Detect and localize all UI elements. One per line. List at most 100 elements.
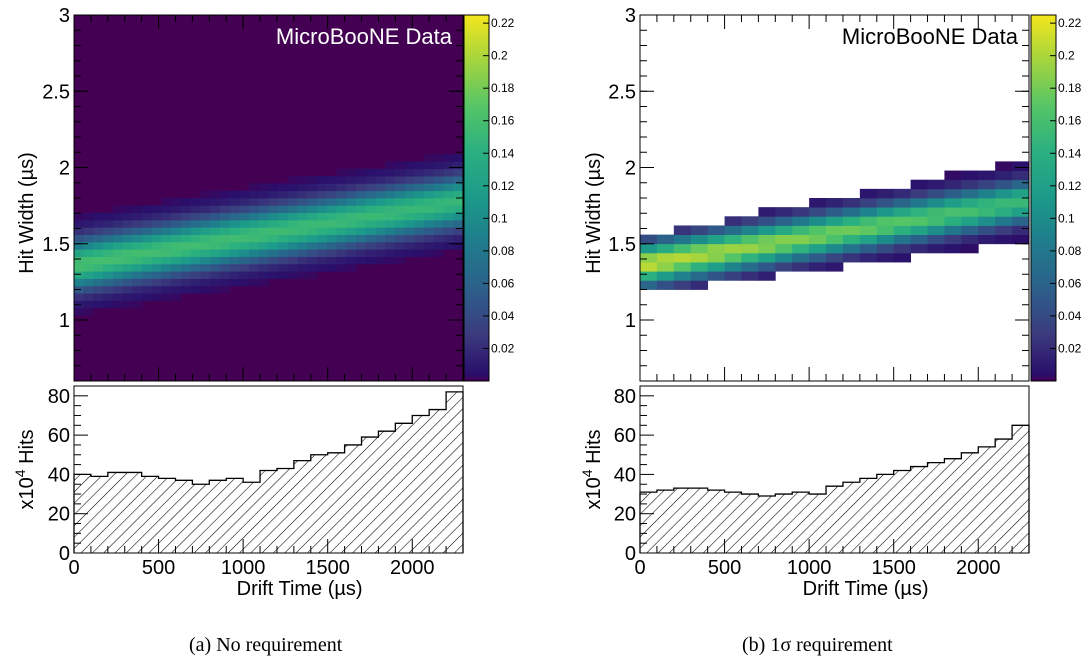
heatmap-cell bbox=[239, 212, 250, 221]
histogram-ytick-label: 60 bbox=[614, 425, 636, 447]
heatmap-cell bbox=[103, 300, 114, 309]
heatmap-cell bbox=[758, 234, 776, 245]
heatmap-cell bbox=[346, 219, 357, 228]
heatmap-cell bbox=[249, 183, 260, 192]
heatmap-cell bbox=[278, 212, 289, 221]
heatmap-cell bbox=[404, 205, 415, 214]
heatmap-cell bbox=[385, 241, 396, 250]
heatmap-cell bbox=[876, 225, 895, 235]
heatmap-cell bbox=[1012, 188, 1030, 199]
heatmap-cell bbox=[307, 212, 318, 221]
heatmap-cell bbox=[200, 205, 211, 214]
heatmap-cell bbox=[93, 227, 104, 235]
heatmap-cell bbox=[404, 168, 415, 177]
heatmap-cell bbox=[978, 188, 996, 199]
heatmap-cell bbox=[404, 219, 415, 228]
heatmap-cell bbox=[404, 241, 415, 250]
heatmap-cell bbox=[297, 241, 308, 250]
heatmap-cell bbox=[433, 176, 444, 184]
heatmap-cell bbox=[433, 219, 444, 228]
heatmap-cell bbox=[122, 278, 133, 287]
heatmap-cell bbox=[103, 227, 114, 235]
heatmap-cell bbox=[103, 278, 114, 287]
heatmap-cell bbox=[978, 170, 996, 181]
heatmap-cell bbox=[200, 278, 211, 287]
heatmap-cell bbox=[239, 256, 250, 265]
heatmap-cell bbox=[190, 219, 201, 228]
heatmap-cell bbox=[842, 234, 861, 245]
heatmap-cell bbox=[200, 198, 211, 206]
histogram-ylabel-exponent: 4 bbox=[12, 469, 28, 477]
heatmap-cell bbox=[142, 219, 153, 228]
histogram-bar bbox=[175, 480, 193, 553]
heatmap-cell bbox=[258, 263, 269, 272]
heatmap-cell bbox=[385, 219, 396, 228]
heatmap-cell bbox=[268, 271, 279, 279]
histogram-xtick-label: 1500 bbox=[305, 557, 350, 579]
histogram-bar bbox=[192, 484, 210, 553]
heatmap-cell bbox=[375, 249, 386, 257]
heatmap-cell bbox=[278, 263, 289, 272]
heatmap-cell bbox=[1012, 225, 1030, 235]
heatmap-cell bbox=[122, 285, 133, 294]
heatmap-cell bbox=[944, 243, 962, 254]
heatmap-cell bbox=[365, 198, 376, 206]
heatmap-cell bbox=[83, 307, 94, 316]
heatmap-cell bbox=[74, 212, 85, 221]
heatmap-cell bbox=[278, 183, 289, 192]
heatmap-cell bbox=[842, 243, 861, 254]
heatmap-ytick-label: 1.5 bbox=[42, 234, 70, 256]
histogram-bar bbox=[158, 478, 176, 553]
heatmap-cell bbox=[656, 262, 675, 272]
heatmap-cell bbox=[453, 168, 464, 177]
heatmap-cell bbox=[961, 225, 979, 235]
heatmap-cell bbox=[404, 227, 415, 235]
heatmap-cell bbox=[161, 256, 172, 265]
heatmap-cell bbox=[336, 183, 347, 192]
heatmap-cell bbox=[910, 207, 928, 217]
heatmap-cell bbox=[336, 176, 347, 184]
heatmap-cell bbox=[307, 271, 318, 279]
heatmap-cell bbox=[307, 219, 318, 228]
heatmap-cell bbox=[190, 249, 201, 257]
histogram-ytick-label: 60 bbox=[48, 425, 70, 447]
heatmap-cell bbox=[74, 307, 85, 316]
heatmap-cell bbox=[673, 262, 692, 272]
heatmap-cell bbox=[961, 243, 979, 254]
colorbar-tick-label: 0.14 bbox=[491, 146, 515, 160]
heatmap-cell bbox=[394, 256, 406, 265]
heatmap-cell bbox=[74, 271, 85, 279]
heatmap-cell bbox=[336, 234, 347, 243]
heatmap-cell bbox=[758, 252, 776, 263]
heatmap-cell bbox=[210, 190, 221, 199]
heatmap-cell bbox=[210, 234, 221, 243]
heatmap-cell bbox=[356, 249, 367, 257]
heatmap-cell bbox=[433, 227, 444, 235]
histogram-ylabel: x104 Hits bbox=[12, 429, 38, 509]
heatmap-cell bbox=[307, 205, 318, 214]
heatmap-cell bbox=[258, 198, 269, 206]
histogram: 0 20 40 60 80 0 500 1000 1500 2000 Drift Time (µs)… bbox=[579, 385, 1030, 600]
histogram-xlabel: Drift Time (µs) bbox=[803, 578, 929, 600]
heatmap-cell bbox=[317, 176, 328, 184]
heatmap-cell bbox=[809, 234, 827, 245]
heatmap-cell bbox=[792, 216, 810, 226]
histogram-bar bbox=[978, 446, 996, 553]
heatmap-cell bbox=[414, 227, 425, 235]
colorbar-tick-label: 0.08 bbox=[1058, 244, 1082, 258]
heatmap-cell bbox=[385, 176, 396, 184]
heatmap-cell bbox=[656, 271, 675, 281]
heatmap-cell bbox=[707, 271, 725, 281]
heatmap-cell bbox=[219, 241, 231, 250]
heatmap-cell bbox=[394, 190, 406, 199]
heatmap-cell bbox=[268, 190, 279, 199]
colorbar: 0.02 0.04 0.06 0.08 0.1 0.12 0.14 0.16 0.18 0.2 0.… bbox=[463, 14, 515, 382]
heatmap-cell bbox=[453, 161, 464, 170]
heatmap-cell bbox=[394, 183, 406, 192]
heatmap-cell bbox=[93, 285, 104, 294]
heatmap-cell bbox=[210, 227, 221, 235]
heatmap-cell bbox=[122, 219, 133, 228]
heatmap-cell bbox=[927, 234, 945, 245]
heatmap-cell bbox=[724, 262, 742, 272]
heatmap-cell bbox=[142, 205, 153, 214]
